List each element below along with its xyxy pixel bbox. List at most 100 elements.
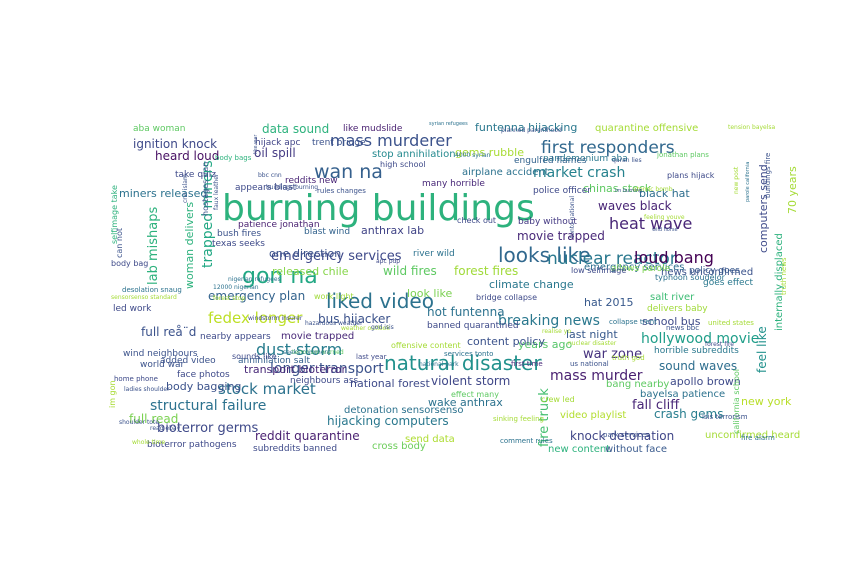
cloud-word: nigerian refugees: [228, 276, 281, 283]
cloud-word: hot funtenna: [427, 305, 505, 319]
cloud-word: waves black: [598, 199, 672, 213]
cloud-word: 70 years: [786, 166, 799, 214]
cloud-word: new content: [548, 444, 610, 455]
cloud-word: offensive content: [391, 341, 461, 350]
cloud-word: quarantine offensive: [595, 123, 698, 134]
cloud-word: wind neighbours: [123, 349, 198, 359]
cloud-word: read ebay: [150, 425, 181, 432]
cloud-word: hazardous weather: [305, 320, 363, 327]
cloud-word: fall cliff: [632, 398, 680, 413]
cloud-word: burning buildings: [222, 188, 535, 229]
cloud-word: like war: [253, 134, 259, 154]
cloud-word: high school: [380, 160, 426, 169]
cloud-word: bioterror germs: [157, 421, 259, 436]
cloud-word: body bag: [111, 259, 148, 268]
cloud-word: plans hijack: [667, 171, 715, 180]
cloud-word: services tonto: [444, 350, 493, 358]
cloud-word: bush fires: [217, 229, 261, 239]
cloud-word: buildings fire: [764, 153, 772, 198]
cloud-word: national forest: [350, 377, 430, 390]
cloud-word: us national: [570, 360, 609, 368]
cloud-word: selfimage take: [110, 185, 119, 244]
cloud-word: apollo brown: [670, 375, 741, 388]
cloud-word: climate change: [489, 278, 574, 291]
cloud-word: seeks comment: [283, 349, 331, 356]
cloud-word: delivers baby: [647, 304, 708, 314]
cloud-word: quran lies: [612, 157, 642, 164]
cloud-word: detonation sensorsenso: [344, 405, 464, 416]
cloud-word: stop annihilation: [372, 149, 456, 160]
cloud-word: cross body: [372, 441, 426, 452]
cloud-word: tension bayelsa: [728, 124, 776, 131]
cloud-word: chinas stock: [583, 182, 652, 195]
cloud-word: nearby appears: [200, 332, 271, 342]
cloud-word: patience jonathan: [238, 220, 320, 230]
cloud-word: atomic bomb: [633, 186, 673, 193]
cloud-word: salt river: [650, 292, 695, 303]
cloud-word: ladies shoulder: [124, 386, 170, 393]
cloud-word: anthrax lab: [361, 224, 424, 237]
cloud-word: weather outlook: [341, 325, 390, 332]
cloud-word: data sound: [262, 122, 329, 136]
cloud-word: face photos: [177, 370, 230, 380]
cloud-word: sound waves: [659, 359, 737, 373]
cloud-word: transport bioterror: [244, 363, 347, 376]
cloud-word: im gon: [108, 380, 117, 408]
cloud-word: years ago: [518, 338, 572, 351]
cloud-word: parole california: [745, 162, 751, 202]
cloud-word: dust storm: [256, 340, 342, 359]
cloud-word: hollywood movie: [641, 331, 759, 347]
cloud-word: mass murderer: [330, 131, 452, 150]
cloud-word: cnn islam: [182, 174, 189, 203]
cloud-word: horrible subreddits: [654, 346, 739, 356]
cloud-word: collapse trent: [609, 318, 657, 326]
cloud-word: feeling youve: [644, 214, 685, 221]
cloud-word: heard loud: [155, 149, 219, 163]
cloud-word: full reå¨d: [141, 325, 196, 339]
cloud-word: take quiz: [175, 170, 216, 180]
cloud-word: new york: [741, 395, 792, 408]
cloud-word: first responders: [541, 138, 675, 158]
cloud-word: unconfirmed heard: [705, 430, 800, 441]
cloud-word: mass murder: [550, 368, 643, 384]
cloud-word: wake anthrax: [428, 396, 503, 409]
cloud-word: isis terrorism: [702, 413, 748, 421]
cloud-word: shoulder tote: [119, 419, 159, 426]
cloud-word: aba woman: [133, 124, 185, 134]
cloud-word: stock market: [218, 380, 316, 398]
cloud-word: buildings burning: [266, 184, 318, 191]
cloud-word: wild fires: [383, 264, 437, 278]
cloud-word: looks like: [498, 243, 591, 267]
cloud-word: reddits new: [285, 176, 338, 186]
cloud-word: reddit quarantine: [255, 429, 360, 443]
cloud-word: banned quarantined: [427, 321, 519, 331]
cloud-word: forest fires: [454, 264, 518, 278]
cloud-word: can not: [115, 228, 124, 258]
cloud-word: liked video: [326, 289, 434, 313]
cloud-word: 12000 nigerian: [213, 284, 259, 291]
cloud-word: lab mishaps: [146, 207, 161, 285]
cloud-word: national park: [419, 361, 459, 368]
cloud-word: pandemonium aba: [543, 154, 628, 164]
cloud-word: oil spill: [254, 146, 296, 160]
cloud-word: god isis: [371, 324, 394, 331]
cloud-word: woman delivers: [183, 202, 196, 289]
cloud-word: hijacking computers: [327, 414, 449, 428]
cloud-word: added video: [160, 356, 216, 366]
cloud-word: many horrible: [422, 179, 485, 189]
cloud-word: first time: [511, 360, 543, 368]
cloud-word: loud bang: [634, 248, 714, 267]
cloud-word: movie trapped: [281, 331, 354, 342]
cloud-word: goes effect: [703, 278, 754, 288]
cloud-word: faux leather: [213, 173, 220, 210]
cloud-word: send data: [405, 434, 455, 445]
cloud-word: sounds like: [232, 352, 277, 361]
cloud-word: bioterror pathogens: [147, 440, 237, 450]
cloud-word: released chile: [272, 265, 349, 278]
cloud-word: news bbc: [666, 324, 699, 332]
cloud-word: fire alarm: [741, 434, 775, 442]
cloud-word: trent bridge: [312, 138, 366, 148]
cloud-word: whole time: [132, 439, 166, 446]
cloud-word: bridge collapse: [476, 293, 537, 302]
cloud-word: internally displaced: [774, 233, 785, 331]
